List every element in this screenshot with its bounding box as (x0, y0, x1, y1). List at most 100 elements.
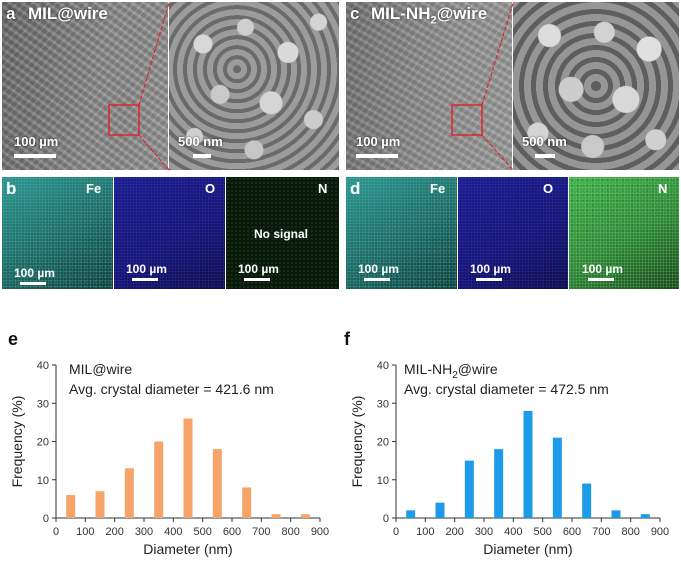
chart-e-x-tick-label: 600 (223, 526, 241, 538)
panel-letter-d: d (350, 179, 361, 198)
eds-map-mil-fe (2, 177, 113, 289)
panel-letter-b: b (6, 179, 17, 198)
chart-e-avg-diameter: Avg. crystal diameter = 421.6 nm (69, 381, 274, 397)
panel-letter-a: a (6, 4, 16, 23)
panel-c-title: MIL-NH2@wire (371, 5, 487, 26)
eds-map-nh2-o (458, 177, 568, 289)
chart-f-series-label: MIL-NH2@wire (404, 362, 498, 381)
chart-f-bar (552, 437, 562, 518)
chart-e-y-tick-label: 0 (43, 513, 49, 525)
chart-f-bar (582, 483, 592, 518)
chart-f-x-tick-label: 900 (651, 526, 669, 538)
map-d-o-label: O (543, 181, 554, 196)
chart-f-x-tick-label: 0 (393, 526, 399, 538)
chart-f-bar (435, 502, 445, 518)
sem-image-nh2-high-mag (513, 2, 679, 170)
zoom-box-c (451, 104, 483, 136)
zoom-lines-a (108, 2, 170, 171)
chart-f-bar (523, 410, 533, 518)
map-b-n-scalebar (244, 278, 270, 281)
chart-f-y-tick-label: 0 (383, 513, 389, 525)
eds-map-mil-o (114, 177, 225, 289)
chart-f-y-tick-label: 20 (377, 437, 389, 449)
chart-e-bar (66, 495, 76, 518)
chart-e-bar (300, 514, 310, 518)
chart-e-x-tick-label: 800 (281, 526, 299, 538)
map-d-n-scale: 100 µm (582, 262, 623, 276)
chart-f-x-tick-label: 800 (621, 526, 639, 538)
chart-f-series-tail: @wire (457, 361, 498, 377)
chart-f-y-axis-label: Frequency (%) (349, 396, 365, 488)
chart-f-y-tick-label: 40 (377, 360, 389, 372)
map-d-o-scale: 100 µm (470, 262, 511, 276)
map-d-fe-scalebar (364, 278, 390, 281)
chart-e-x-tick-label: 300 (135, 526, 153, 538)
chart-e-x-axis-label: Diameter (nm) (143, 541, 232, 557)
chart-f-y-tick-label: 10 (377, 475, 389, 487)
chart-f-bar (640, 514, 650, 518)
scale-label-a-left: 100 µm (14, 134, 59, 149)
chart-f-x-tick-label: 700 (592, 526, 610, 538)
sem-image-nh2-low-mag (346, 2, 512, 170)
chart-e-bar (271, 514, 281, 518)
scale-bar-a-right (193, 154, 211, 158)
map-d-n-label: N (658, 181, 668, 196)
chart-e-x-tick-label: 100 (76, 526, 94, 538)
chart-f-series-sub: 2 (452, 369, 458, 381)
zoom-lines-c (451, 2, 514, 171)
map-b-o-label: O (205, 181, 216, 196)
chart-f-y-tick-label: 30 (377, 398, 389, 410)
eds-map-mil-n (226, 177, 339, 289)
scale-label-c-right: 500 nm (522, 134, 567, 149)
panel-letter-e: e (8, 329, 19, 349)
map-b-n-label: N (318, 181, 328, 196)
chart-e-x-tick-label: 200 (105, 526, 123, 538)
chart-f-x-tick-label: 500 (533, 526, 551, 538)
chart-e-x-tick-label: 500 (193, 526, 211, 538)
chart-e-bar (95, 491, 105, 518)
chart-f-bar (611, 510, 621, 518)
sem-image-mil-high-mag (169, 2, 339, 170)
chart-e-bar (212, 449, 222, 518)
chart-f-bar (464, 460, 474, 518)
scale-bar-c-left (356, 154, 398, 158)
scale-label-c-left: 100 µm (356, 134, 401, 149)
map-b-fe-scale: 100 µm (14, 266, 55, 280)
chart-f-x-tick-label: 200 (445, 526, 463, 538)
chart-e-x-tick-label: 0 (53, 526, 59, 538)
map-b-fe-scalebar (20, 282, 46, 285)
scale-label-a-right: 500 nm (178, 134, 223, 149)
panel-letter-f: f (344, 329, 350, 349)
map-d-fe-label: Fe (430, 181, 446, 196)
chart-f-x-tick-label: 400 (504, 526, 522, 538)
chart-e-y-tick-label: 30 (37, 398, 49, 410)
chart-e-x-tick-label: 700 (252, 526, 270, 538)
chart-e-bar (242, 487, 252, 518)
map-b-fe-label: Fe (86, 181, 102, 196)
chart-f-bar (494, 449, 504, 518)
panel-c-title-tail: @wire (436, 4, 488, 23)
panel-a-title: MIL@wire (28, 4, 108, 23)
panel-c-title-sub: 2 (430, 14, 437, 27)
map-b-o-scalebar (132, 278, 158, 281)
map-b-n-scale: 100 µm (238, 262, 279, 276)
panel-letter-c: c (350, 4, 360, 23)
chart-f-avg-diameter: Avg. crystal diameter = 472.5 nm (404, 381, 609, 397)
chart-e-bar (154, 441, 164, 518)
chart-f-bar (406, 510, 416, 518)
map-b-n-no-signal: No signal (254, 227, 309, 241)
map-d-n-scalebar (588, 278, 614, 281)
chart-e-x-tick-label: 400 (164, 526, 182, 538)
sem-image-mil-low-mag (2, 2, 168, 170)
chart-e-series-label: MIL@wire (69, 361, 133, 377)
chart-e-y-axis-label: Frequency (%) (9, 396, 25, 488)
chart-f-x-tick-label: 300 (475, 526, 493, 538)
chart-e-bar (124, 468, 134, 518)
chart-f-x-tick-label: 100 (416, 526, 434, 538)
eds-map-nh2-fe (346, 177, 457, 289)
zoom-box-a (108, 104, 140, 136)
map-d-o-scalebar (476, 278, 502, 281)
chart-e-bar (183, 418, 193, 518)
panel-c-title-main: MIL-NH (371, 4, 431, 23)
